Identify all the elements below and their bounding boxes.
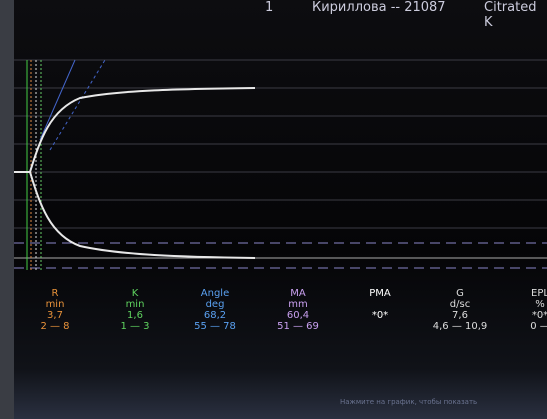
sample-index: 1 [265,0,274,15]
parameter: MA mm 60,4 51 — 69 [253,288,343,332]
parameter-unit: % [535,299,545,310]
parameter-name: K [131,288,139,299]
parameter-unit: deg [205,299,225,310]
bezel [0,0,14,419]
parameter-value: 68,2 [203,310,227,321]
parameter-name: R [51,288,59,299]
grid [14,59,547,229]
parameter-value: 1,6 [127,310,143,321]
parameter-name: Angle [200,288,230,299]
trace-lower [29,171,256,259]
parameter-unit: d/sc [449,299,471,310]
parameter: Angle deg 68,2 55 — 78 [170,288,260,332]
parameter-name: EPL [531,288,547,299]
parameter-name: G [456,288,464,299]
status-hint: Нажмите на график, чтобы показать [340,398,478,406]
parameter: EPL%*0*0 — [495,288,547,332]
parameter-value: *0* [371,310,389,321]
parameter-range: 55 — 78 [194,321,236,332]
parameter-unit: min [125,299,145,310]
parameter-unit: mm [288,299,308,310]
parameter: PMA *0* [335,288,425,332]
parameter-name: PMA [369,288,391,299]
parameter-value: 3,7 [47,310,63,321]
parameter-range [335,321,425,332]
angle-line [49,59,106,151]
parameter-range: 51 — 69 [277,321,319,332]
parameter-value: *0* [531,310,547,321]
test-type: Citrated K [484,0,537,30]
parameter-name: MA [290,288,306,299]
angle-line [39,59,76,141]
parameter-range: 4,6 — 10,9 [432,321,488,332]
parameter-range: 1 — 3 [120,321,150,332]
trace-upper [14,87,256,173]
parameter-value: 7,6 [452,310,468,321]
parameter-value: 60,4 [286,310,310,321]
parameter-range: 2 — 8 [40,321,70,332]
patient: Кириллова -- 21087 [312,0,446,15]
parameter-range: 0 — [530,321,547,332]
parameter-unit: min [45,299,65,310]
parameter-unit [335,299,425,310]
